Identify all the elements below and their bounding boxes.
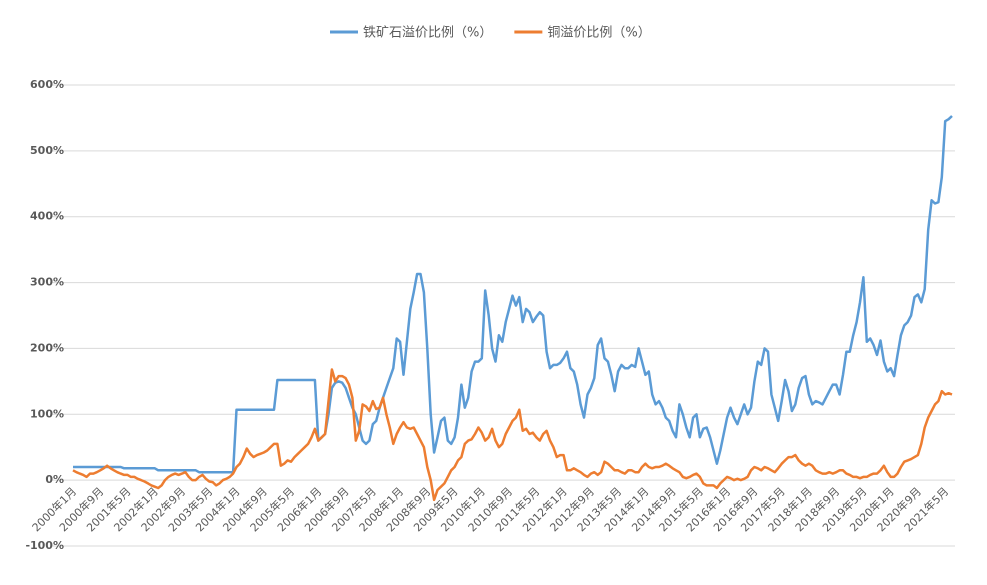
series-line: [73, 115, 953, 474]
y-tick-label: -100%: [25, 539, 64, 552]
y-tick-label: 0%: [45, 473, 64, 486]
series-line: [72, 368, 953, 502]
y-tick-label: 300%: [30, 276, 64, 289]
y-tick-label: 500%: [30, 144, 64, 157]
y-tick-label: 200%: [30, 341, 64, 354]
legend-label: 铜溢价比例（%）: [547, 26, 650, 41]
y-tick-label: 100%: [30, 407, 64, 420]
y-tick-label: 400%: [30, 210, 64, 223]
y-tick-label: 600%: [30, 78, 64, 91]
legend-label: 铁矿石溢价比例（%）: [363, 26, 492, 41]
